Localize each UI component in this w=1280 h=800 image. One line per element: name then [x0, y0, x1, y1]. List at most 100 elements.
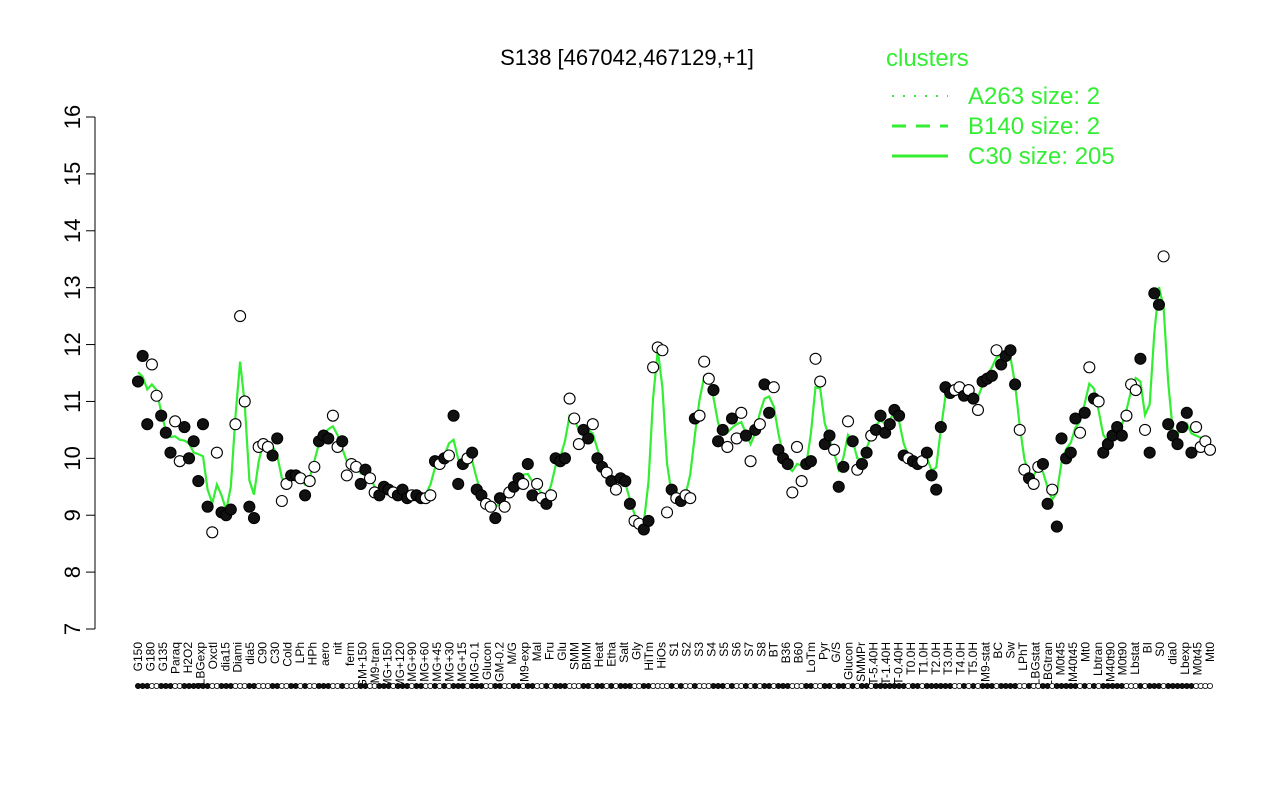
y-tick-label: 16 [60, 105, 85, 129]
data-point [442, 449, 455, 462]
data-point [1050, 520, 1063, 533]
data-point [702, 372, 715, 385]
legend-title: clusters [886, 45, 969, 72]
data-point [753, 418, 766, 431]
data-point [1176, 420, 1189, 434]
data-point [828, 443, 841, 456]
x-tick-label: HPh [306, 642, 320, 665]
data-point [698, 355, 711, 368]
x-tick-label: S2 [679, 642, 693, 657]
data-point [363, 472, 377, 485]
x-tick-label: dia0 [1166, 642, 1180, 665]
data-point [985, 369, 998, 382]
y-tick-label: 14 [60, 219, 85, 243]
y-tick-label: 10 [60, 446, 85, 470]
data-point [781, 457, 794, 471]
data-point [1148, 287, 1161, 300]
data-point [990, 344, 1003, 357]
data-point [229, 418, 242, 431]
data-point [837, 460, 850, 473]
data-point [1115, 429, 1128, 442]
x-tick-label: M0t90 [1116, 642, 1130, 676]
data-point [660, 506, 674, 519]
y-tick-label: 13 [60, 275, 85, 299]
x-tick-label: M9-tran [368, 642, 382, 683]
data-point [521, 457, 534, 471]
data-point [326, 409, 339, 422]
data-point [424, 489, 437, 502]
x-tick-label: dia15 [218, 642, 232, 672]
data-point [1074, 426, 1087, 439]
data-point [182, 452, 196, 465]
data-point [1055, 432, 1068, 445]
data-point [196, 418, 210, 431]
data-point [790, 440, 804, 454]
x-tick-label: GM+150 [355, 642, 369, 689]
data-point [336, 435, 349, 448]
x-tick-label: LBGstat [1028, 641, 1042, 685]
x-tick-label: LoTm [804, 642, 818, 673]
x-tick-label: HiTm [642, 642, 656, 671]
data-point [1009, 378, 1022, 391]
x-tick-label: MG+120 [393, 642, 407, 689]
data-point [322, 432, 335, 445]
data-point [725, 412, 739, 425]
x-tick-label: Fru [542, 642, 556, 660]
data-point [656, 344, 669, 357]
data-point [136, 349, 149, 362]
data-point [1203, 443, 1217, 456]
data-point [1138, 423, 1152, 436]
x-tick-label: S1 [667, 642, 681, 657]
x-tick-label: M40t90 [1103, 642, 1117, 682]
x-tick-label: ferm [343, 642, 357, 666]
data-point [1185, 446, 1198, 459]
x-tick-label: Oxctl [206, 642, 220, 669]
x-tick-label: M0t45 [1191, 642, 1205, 676]
x-tick-label: T5.0H [966, 642, 980, 675]
data-point [271, 432, 284, 445]
x-tick-label: S3 [692, 642, 706, 657]
data-point [145, 358, 158, 371]
data-point [767, 381, 780, 394]
data-point [303, 475, 316, 488]
x-tick-label: T2.0H [929, 642, 943, 675]
x-tick-label: LPhT [1016, 641, 1030, 670]
data-point [201, 500, 214, 513]
data-point [582, 432, 595, 445]
x-tick-label: H2O2 [181, 642, 195, 674]
legend-entry-b140: B140 size: 2 [968, 113, 1100, 140]
data-point [971, 403, 985, 417]
data-point [716, 423, 729, 436]
x-tick-label: S8 [754, 642, 768, 657]
x-tick-label: Cold [281, 642, 295, 667]
x-tick-label: S7 [742, 642, 756, 657]
x-tick-label: M40t45 [1066, 642, 1080, 682]
data-point [712, 435, 725, 448]
y-tick-label: 7 [60, 623, 85, 635]
data-point [1036, 457, 1049, 471]
x-tick-label: Glucon [480, 642, 494, 680]
data-points [131, 250, 1217, 539]
data-point [266, 449, 279, 462]
data-point [206, 526, 219, 539]
data-point [340, 469, 353, 482]
data-point [1027, 477, 1040, 490]
data-point [224, 503, 237, 516]
x-tick-label: G/S [829, 642, 843, 663]
data-point [517, 477, 530, 490]
legend-entry-c30: C30 size: 205 [968, 143, 1115, 170]
data-point [809, 352, 822, 365]
data-point [484, 500, 497, 513]
data-point [131, 375, 145, 388]
x-tick-label: BC [991, 642, 1005, 659]
x-tick-label: Paraq [168, 642, 182, 674]
data-point [1092, 395, 1105, 408]
x-tick-label: T-5.40H [866, 642, 880, 685]
data-point [739, 429, 752, 442]
x-tick-label: HiOs [655, 642, 669, 669]
x-tick-label: Gly [630, 642, 644, 660]
data-point [930, 483, 943, 496]
data-point [308, 460, 321, 473]
x-tick-label: M/G [505, 642, 519, 665]
data-point [1064, 446, 1077, 459]
